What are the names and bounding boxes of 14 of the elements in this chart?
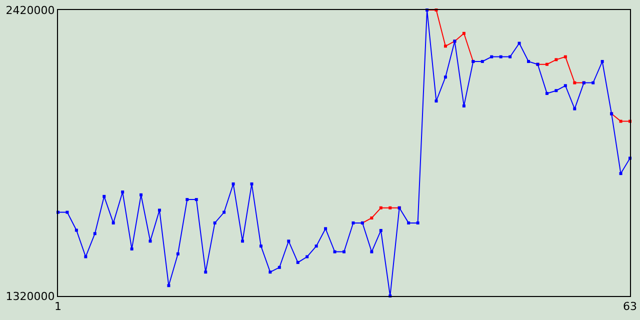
point [554,58,558,62]
point [564,55,567,58]
y-tick-label: 1320000 [6,290,55,303]
x-tick-label: 1 [54,300,62,314]
point [444,44,447,48]
y-tick-label: 2420000 [6,4,55,17]
point [379,206,382,210]
point [370,216,374,220]
point [388,206,392,210]
point [545,62,548,66]
x-tick-label: 63 [623,300,637,314]
point [462,32,466,35]
point [619,120,622,123]
point [573,81,576,84]
